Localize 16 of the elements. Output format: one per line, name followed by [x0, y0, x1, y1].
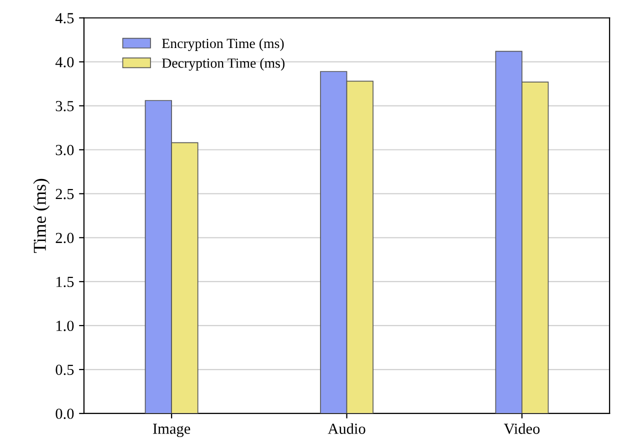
y-tick-label: 2.5 — [56, 188, 74, 200]
x-tick-label: Video — [504, 423, 540, 434]
y-tick-label: 1.5 — [56, 276, 74, 288]
y-tick-label: 4.0 — [55, 56, 74, 68]
x-tick-label: Image — [153, 424, 190, 438]
y-tick-label: 0.0 — [56, 408, 74, 419]
legend-label: Decryption Time (ms) — [162, 58, 284, 71]
y-axis-title: Time (ms) — [33, 178, 50, 253]
y-tick-label: 2.0 — [56, 232, 74, 244]
y-tick-label: 3.5 — [56, 100, 74, 112]
y-tick-label: 1.0 — [56, 320, 74, 332]
y-tick-label: 3.0 — [56, 144, 74, 156]
legend-label: Encryption Time (ms) — [162, 38, 284, 52]
y-tick-label: 4.5 — [55, 13, 74, 24]
y-tick-label: 0.5 — [56, 364, 74, 376]
x-tick-label: Audio — [328, 423, 366, 434]
